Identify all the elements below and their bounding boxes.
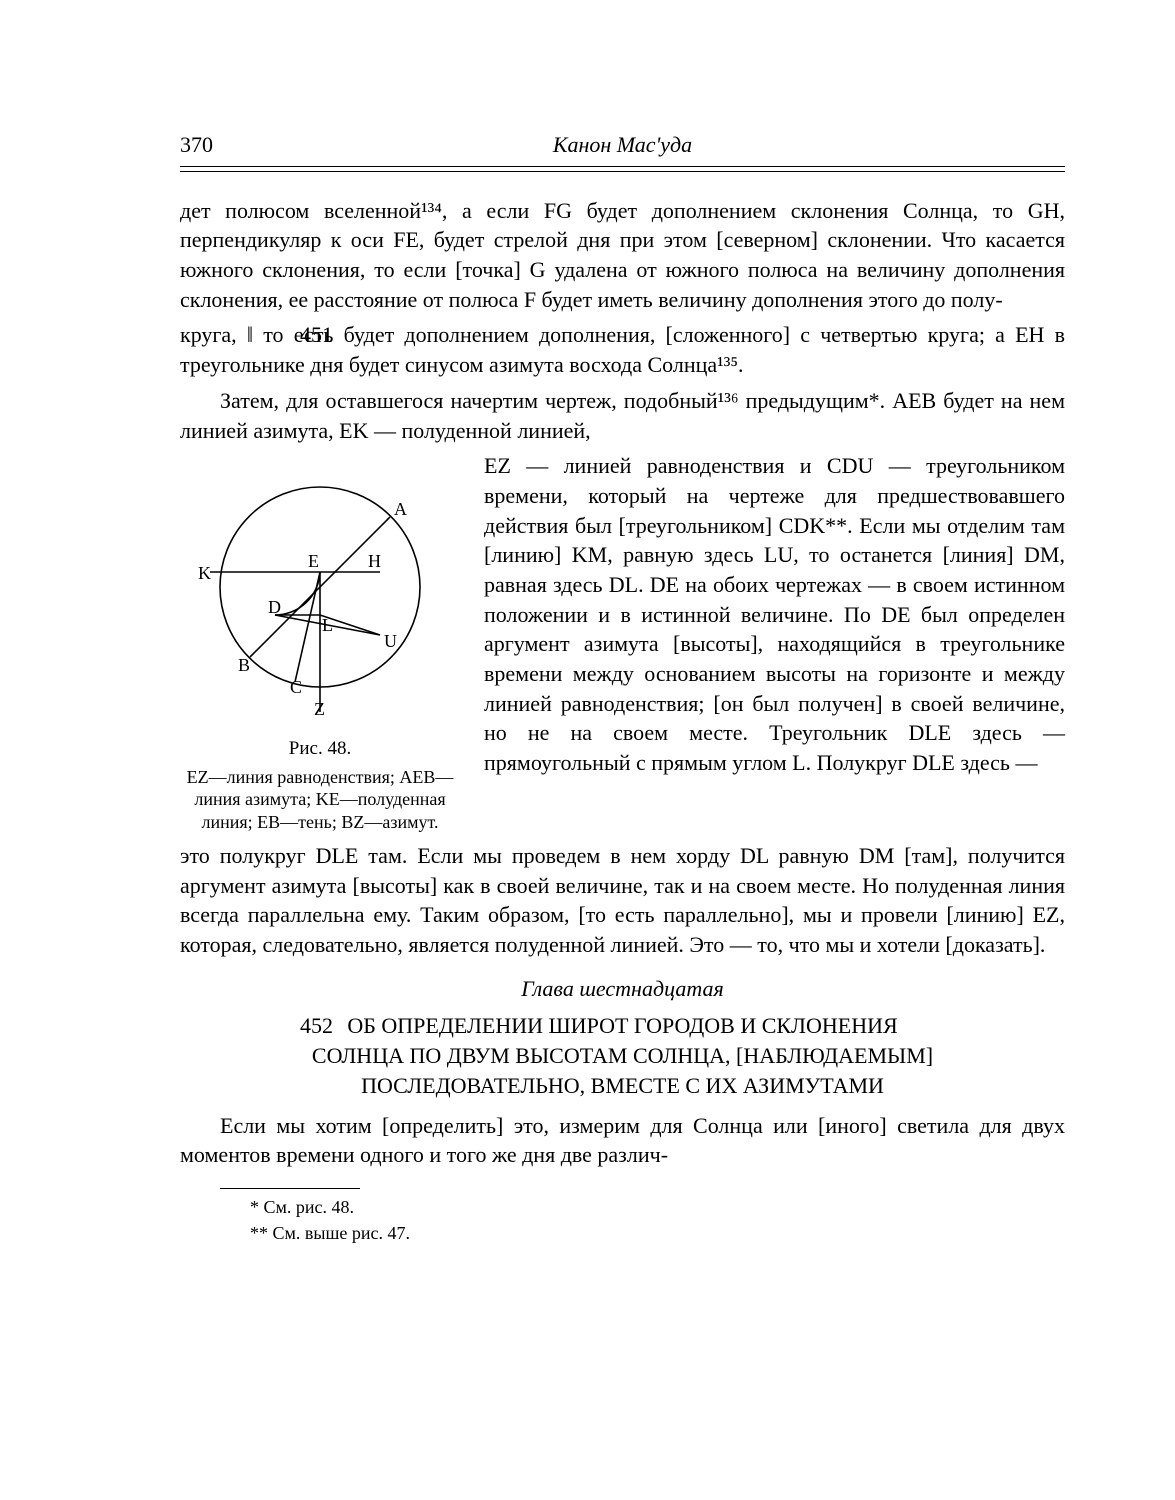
running-head: 370 Канон Мас'уда [180, 130, 1065, 172]
body-paragraph-3: Если мы хотим [определить] это, измерим … [180, 1111, 1065, 1170]
page-number: 370 [180, 130, 213, 160]
svg-text:U: U [384, 631, 397, 651]
figure-48: A K E H D L U B CZ Рис. 48. EZ—линия равноденств… [180, 457, 460, 833]
header-rule [180, 166, 1065, 172]
page: 370 Канон Мас'уда дет полюсом вселенной¹… [0, 0, 1175, 1500]
svg-text:L: L [322, 615, 333, 635]
footnote-2: ** См. выше рис. 47. [250, 1221, 1065, 1245]
svg-text:Z: Z [314, 699, 325, 719]
figure-text-wrap: A K E H D L U B CZ Рис. 48. EZ—линия равноденств… [180, 451, 1065, 841]
figure-caption: Рис. 48. [180, 736, 460, 762]
chapter-title-line-2: СОЛНЦА ПО ДВУМ ВЫСОТАМ СОЛНЦА, [НАБЛЮДАЕ… [180, 1041, 1065, 1071]
margin-note-451: 451 [300, 320, 333, 350]
svg-text:A: A [394, 499, 407, 519]
svg-text:E: E [308, 551, 319, 571]
svg-text:H: H [368, 551, 381, 571]
body-paragraph-1a: дет полюсом вселенной¹³⁴, а если FG буде… [180, 196, 1065, 315]
footnote-1: * См. рис. 48. [250, 1195, 1065, 1219]
svg-text:C: C [290, 677, 302, 697]
body-paragraph-2-lead: Затем, для оставшегося начертим чертеж, … [180, 386, 1065, 445]
running-title: Канон Мас'уда [180, 130, 1065, 160]
margin-note-452: 452 [300, 1011, 333, 1041]
chapter-subhead: Глава шестнадцатая [180, 974, 1065, 1004]
figure-48-svg: A K E H D L U B CZ [180, 457, 460, 722]
footnote-rule [220, 1188, 360, 1189]
chapter-title-line-3: ПОСЛЕДОВАТЕЛЬНО, ВМЕСТЕ С ИХ АЗИМУТАМИ [180, 1071, 1065, 1101]
body-paragraph-2-tail: это полукруг DLE там. Если мы проведем в… [180, 841, 1065, 960]
svg-text:B: B [238, 655, 250, 675]
figure-legend: EZ—линия равноденствия; AEB— линия азиму… [180, 766, 460, 834]
svg-text:K: K [198, 563, 211, 583]
footnotes: * См. рис. 48. ** См. выше рис. 47. [250, 1195, 1065, 1246]
svg-text:D: D [268, 597, 281, 617]
